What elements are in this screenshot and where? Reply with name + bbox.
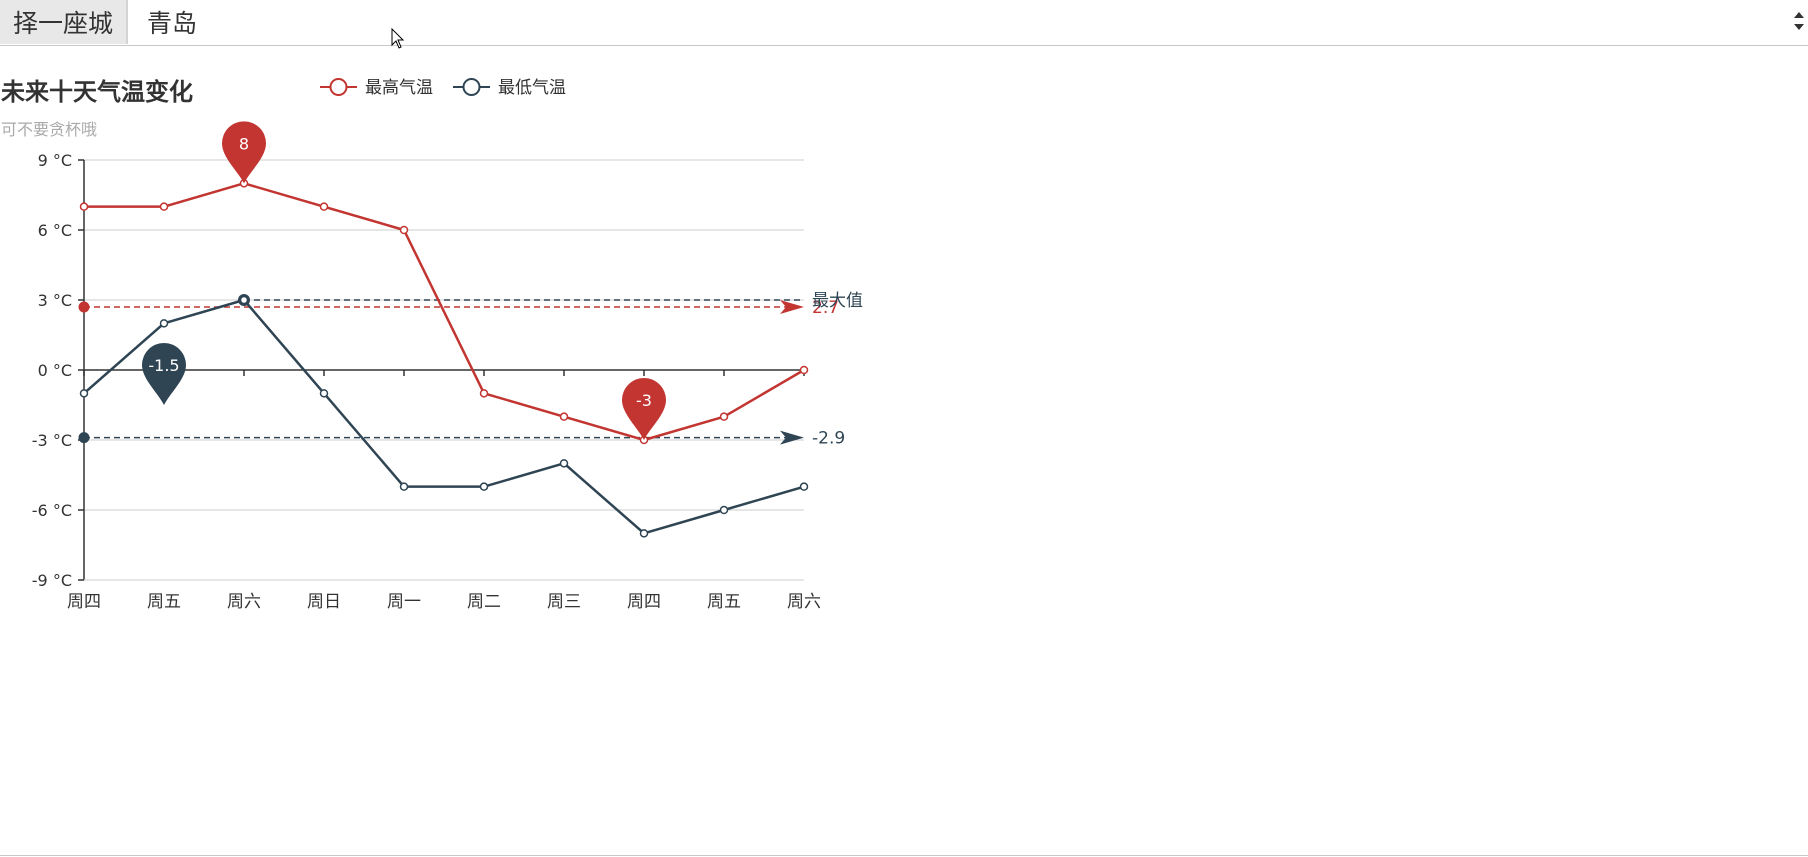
- data-point: [479, 389, 489, 398]
- select-arrows-icon: [1794, 12, 1804, 30]
- data-point: [79, 389, 89, 398]
- mark-pin-label: -3: [636, 391, 652, 410]
- x-tick-label: 周日: [307, 592, 341, 612]
- y-tick-label: -6 °C: [32, 501, 72, 520]
- series-lines: [83, 182, 805, 535]
- mark-pin-label: -1.5: [148, 356, 179, 375]
- legend-symbol-1: [462, 78, 481, 96]
- mark-line-label-0: 2.7: [812, 298, 839, 318]
- bottom-divider: [0, 855, 1808, 856]
- x-tick-label: 周二: [467, 592, 501, 612]
- mouse-cursor-icon: [391, 28, 405, 49]
- data-point: [639, 529, 649, 538]
- data-point: [719, 412, 729, 421]
- mark-line-arrow-0: [780, 300, 804, 314]
- mark-line-label-1: -2.9: [812, 429, 845, 449]
- selected-city-value: 青岛: [147, 9, 198, 38]
- x-tick-label: 周一: [387, 592, 421, 612]
- city-select[interactable]: 青岛: [130, 0, 1808, 44]
- data-point: [399, 482, 409, 491]
- x-tick-label: 周四: [627, 592, 661, 612]
- series-line-1: [83, 298, 805, 535]
- legend-label-0: 最高气温: [365, 78, 433, 98]
- mark-line-label-2: 最大值: [812, 291, 863, 311]
- data-point: [79, 202, 89, 211]
- legend-symbol-0: [329, 78, 348, 96]
- y-tick-label: 9 °C: [38, 151, 72, 170]
- x-tick-label: 周六: [787, 592, 821, 612]
- mark-line-arrow-1: [780, 430, 804, 445]
- data-point: [799, 365, 809, 375]
- data-point: [479, 482, 489, 491]
- data-point: [399, 225, 409, 235]
- data-point: [159, 319, 169, 328]
- data-point: [559, 459, 569, 468]
- y-axis-labels: -9 °C -6 °C -3 °C 0 °C 3 °C 6 °C 9 °C: [32, 151, 72, 590]
- y-tick-label: -3 °C: [32, 431, 72, 450]
- series-points: [79, 179, 809, 538]
- city-toolbar: 择一座城 青岛: [0, 0, 1808, 46]
- mark-pin-label: 8: [239, 134, 249, 153]
- x-tick-label: 周三: [547, 592, 581, 612]
- y-tick-label: -9 °C: [32, 571, 72, 590]
- data-point: [159, 202, 169, 211]
- data-point: [319, 202, 329, 211]
- mark-pin-0-0: [222, 121, 266, 184]
- x-axis-labels: 周四 周五 周六 周日 周一 周二 周三 周四 周五 周六: [67, 592, 821, 612]
- series-line-0: [84, 182, 805, 442]
- chart-axes: [78, 159, 805, 581]
- x-tick-label: 周五: [707, 592, 741, 612]
- mark-points: 8 -3 -1.5: [142, 121, 666, 440]
- chart-subtitle: 可不要贪杯哦: [1, 120, 97, 139]
- y-tick-label: 0 °C: [38, 361, 72, 380]
- data-point: [319, 389, 329, 398]
- y-tick-label: 6 °C: [38, 221, 72, 240]
- mark-pin-0-1: [622, 378, 666, 440]
- temperature-chart: 未来十天气温变化 可不要贪杯哦 最高气温 最低气温 -9 °C -6 °C -3 °C…: [1, 78, 863, 612]
- data-point: [719, 505, 729, 515]
- choose-city-button[interactable]: 择一座城: [0, 0, 128, 44]
- chart-legend: 最高气温 最低气温: [320, 78, 566, 98]
- data-point: [559, 412, 569, 421]
- grid-lines: [84, 159, 804, 511]
- x-tick-label: 周四: [67, 592, 101, 612]
- x-tick-label: 周五: [147, 592, 181, 612]
- data-point: [799, 482, 809, 491]
- chart-title: 未来十天气温变化: [1, 78, 193, 106]
- legend-label-1: 最低气温: [498, 78, 566, 98]
- mark-pin-1-0: [142, 343, 186, 405]
- x-tick-label: 周六: [227, 592, 261, 612]
- y-tick-label: 3 °C: [38, 291, 72, 310]
- data-point: [239, 295, 249, 305]
